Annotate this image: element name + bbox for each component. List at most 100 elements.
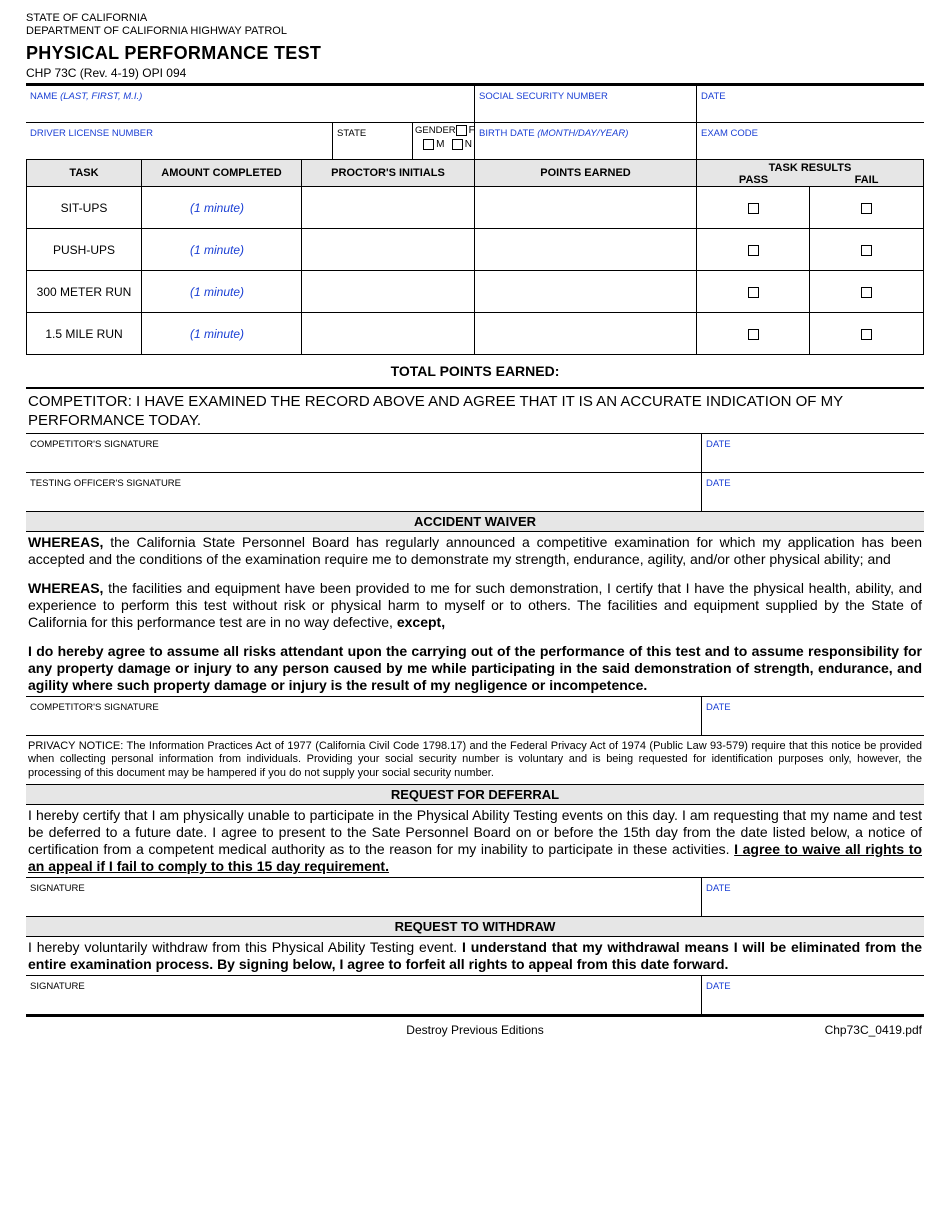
points-cell[interactable]: [475, 313, 697, 355]
withdraw-sig-date-field[interactable]: DATE: [702, 976, 924, 1014]
task-row: 300 METER RUN(1 minute): [27, 271, 924, 313]
birthdate-format: (MONTH/DAY/YEAR): [537, 128, 628, 139]
task-header-row: TASK AMOUNT COMPLETED PROCTOR'S INITIALS…: [27, 160, 924, 187]
checkbox-icon[interactable]: [861, 203, 872, 214]
waiver-header: ACCIDENT WAIVER: [26, 511, 924, 532]
pass-cell[interactable]: [697, 313, 810, 355]
points-cell[interactable]: [475, 229, 697, 271]
th-amount: AMOUNT COMPLETED: [142, 160, 302, 187]
pass-cell[interactable]: [697, 187, 810, 229]
points-cell[interactable]: [475, 187, 697, 229]
th-results: TASK RESULTS PASS FAIL: [697, 160, 924, 187]
ssn-field[interactable]: SOCIAL SECURITY NUMBER: [475, 86, 697, 122]
waiver-sig-date-field[interactable]: DATE: [702, 697, 924, 735]
amount-cell[interactable]: (1 minute): [142, 313, 302, 355]
fail-cell[interactable]: [810, 271, 924, 313]
th-task: TASK: [27, 160, 142, 187]
footer: Destroy Previous Editions Chp73C_0419.pd…: [26, 1023, 924, 1037]
pass-cell[interactable]: [697, 229, 810, 271]
checkbox-icon[interactable]: [861, 287, 872, 298]
checkbox-icon[interactable]: [861, 329, 872, 340]
ssn-label: SOCIAL SECURITY NUMBER: [479, 91, 608, 102]
competitor-sig-date-label: DATE: [706, 439, 731, 450]
fail-cell[interactable]: [810, 229, 924, 271]
footer-right: Chp73C_0419.pdf: [772, 1023, 922, 1037]
competitor-sig-date-field[interactable]: DATE: [702, 434, 924, 472]
proctor-cell[interactable]: [302, 229, 475, 271]
gender-n-label: N: [465, 139, 472, 150]
proctor-cell[interactable]: [302, 313, 475, 355]
deferral-sig-row: SIGNATURE DATE: [26, 878, 924, 916]
name-label: NAME: [30, 91, 60, 102]
checkbox-icon[interactable]: [748, 203, 759, 214]
gender-m-option[interactable]: M: [423, 139, 444, 150]
birthdate-field[interactable]: BIRTH DATE (MONTH/DAY/YEAR): [475, 123, 697, 159]
withdraw-sig-label: SIGNATURE: [30, 981, 85, 992]
deferral-sig-date-label: DATE: [706, 883, 731, 894]
state-label: STATE: [337, 128, 366, 139]
task-name-cell: 1.5 MILE RUN: [27, 313, 142, 355]
checkbox-icon[interactable]: [748, 245, 759, 256]
competitor-statement: COMPETITOR: I HAVE EXAMINED THE RECORD A…: [26, 389, 924, 433]
field-row-2: DRIVER LICENSE NUMBER STATE GENDER F M N…: [26, 123, 924, 159]
checkbox-icon[interactable]: [748, 329, 759, 340]
proctor-cell[interactable]: [302, 271, 475, 313]
withdraw-sig-row: SIGNATURE DATE: [26, 976, 924, 1014]
name-label-format: (LAST, FIRST, M.I.): [60, 91, 142, 102]
field-row-1: NAME (LAST, FIRST, M.I.) SOCIAL SECURITY…: [26, 86, 924, 123]
officer-sig-label: TESTING OFFICER'S SIGNATURE: [30, 478, 181, 489]
fail-cell[interactable]: [810, 313, 924, 355]
examcode-field[interactable]: EXAM CODE: [697, 123, 924, 159]
task-name-cell: PUSH-UPS: [27, 229, 142, 271]
dl-field[interactable]: DRIVER LICENSE NUMBER: [26, 123, 333, 159]
competitor-sig-field[interactable]: COMPETITOR'S SIGNATURE: [26, 434, 702, 472]
fail-cell[interactable]: [810, 187, 924, 229]
task-table: TASK AMOUNT COMPLETED PROCTOR'S INITIALS…: [26, 159, 924, 355]
deferral-sig-field[interactable]: SIGNATURE: [26, 878, 702, 916]
task-name-cell: SIT-UPS: [27, 187, 142, 229]
gender-label: GENDER: [415, 125, 456, 136]
points-cell[interactable]: [475, 271, 697, 313]
gender-n-option[interactable]: N: [452, 139, 472, 150]
officer-sig-field[interactable]: TESTING OFFICER'S SIGNATURE: [26, 473, 702, 511]
amount-cell[interactable]: (1 minute): [142, 187, 302, 229]
checkbox-icon[interactable]: [452, 139, 463, 150]
th-proctor: PROCTOR'S INITIALS: [302, 160, 475, 187]
officer-sig-row: TESTING OFFICER'S SIGNATURE DATE: [26, 473, 924, 511]
waiver-p2: WHEREAS, the facilities and equipment ha…: [26, 578, 924, 633]
fail-label: FAIL: [810, 174, 923, 186]
waiver-sig-field[interactable]: COMPETITOR'S SIGNATURE: [26, 697, 702, 735]
waiver-p1-lead: WHEREAS,: [28, 534, 103, 550]
checkbox-icon[interactable]: [456, 125, 467, 136]
checkbox-icon[interactable]: [748, 287, 759, 298]
waiver-p2-text: the facilities and equipment have been p…: [28, 580, 922, 630]
waiver-p3: I do hereby agree to assume all risks at…: [26, 641, 924, 696]
officer-sig-date-field[interactable]: DATE: [702, 473, 924, 511]
state-field[interactable]: STATE: [333, 123, 413, 159]
dl-label: DRIVER LICENSE NUMBER: [30, 128, 153, 139]
deferral-sig-label: SIGNATURE: [30, 883, 85, 894]
checkbox-icon[interactable]: [861, 245, 872, 256]
gender-f-option[interactable]: F: [456, 125, 475, 136]
results-label: TASK RESULTS: [697, 160, 923, 174]
competitor-sig-row: COMPETITOR'S SIGNATURE DATE: [26, 434, 924, 473]
amount-cell[interactable]: (1 minute): [142, 271, 302, 313]
date-field[interactable]: DATE: [697, 86, 924, 122]
task-row: 1.5 MILE RUN(1 minute): [27, 313, 924, 355]
gender-m-label: M: [436, 139, 444, 150]
total-points-label: TOTAL POINTS EARNED:: [391, 363, 560, 379]
amount-cell[interactable]: (1 minute): [142, 229, 302, 271]
state-line: STATE OF CALIFORNIA: [26, 12, 924, 24]
proctor-cell[interactable]: [302, 187, 475, 229]
name-field[interactable]: NAME (LAST, FIRST, M.I.): [26, 86, 475, 122]
pass-cell[interactable]: [697, 271, 810, 313]
privacy-notice: PRIVACY NOTICE: The Information Practice…: [26, 736, 924, 784]
withdraw-sig-field[interactable]: SIGNATURE: [26, 976, 702, 1014]
deferral-sig-date-field[interactable]: DATE: [702, 878, 924, 916]
competitor-sig-label: COMPETITOR'S SIGNATURE: [30, 439, 159, 450]
waiver-p2-lead: WHEREAS,: [28, 580, 103, 596]
task-name-cell: 300 METER RUN: [27, 271, 142, 313]
checkbox-icon[interactable]: [423, 139, 434, 150]
dept-line: DEPARTMENT OF CALIFORNIA HIGHWAY PATROL: [26, 25, 924, 37]
withdraw-p1: I hereby voluntarily withdraw from this …: [26, 937, 924, 975]
